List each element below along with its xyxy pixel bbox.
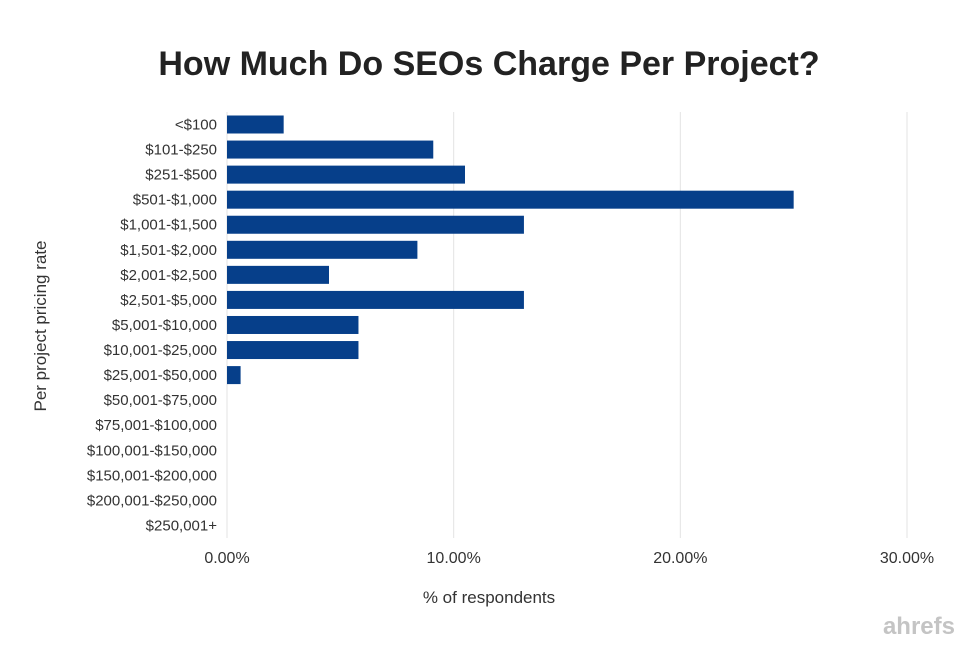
- y-tick-label: <$100: [175, 117, 217, 134]
- bar: [227, 315, 359, 334]
- bars: [227, 115, 794, 385]
- y-tick-label: $2,001-$2,500: [120, 267, 217, 284]
- y-axis-title: Per project pricing rate: [31, 240, 50, 411]
- y-tick-label: $100,001-$150,000: [87, 442, 217, 459]
- bar: [227, 265, 329, 284]
- bar: [227, 140, 434, 159]
- bar: [227, 240, 418, 259]
- y-tick-labels: <$100 $101-$250 $251-$500 $501-$1,000 $1,001…: [87, 117, 217, 535]
- y-tick-label: $1,001-$1,500: [120, 217, 217, 234]
- y-tick-label: $250,001+: [146, 517, 218, 534]
- bar: [227, 115, 284, 134]
- ahrefs-logo: ahrefs: [883, 613, 955, 640]
- x-axis-title: % of respondents: [423, 588, 555, 607]
- bar: [227, 341, 359, 360]
- x-tick-labels: 0.00% 10.00% 20.00% 30.00%: [204, 550, 934, 567]
- y-tick-label: $200,001-$250,000: [87, 492, 217, 509]
- y-tick-label: $150,001-$200,000: [87, 467, 217, 484]
- y-tick-label: $5,001-$10,000: [112, 317, 217, 334]
- bar: [227, 190, 794, 209]
- y-tick-label: $1,501-$2,000: [120, 242, 217, 259]
- x-tick-label: 30.00%: [880, 550, 934, 567]
- y-tick-label: $501-$1,000: [133, 192, 217, 209]
- y-tick-label: $25,001-$50,000: [104, 367, 217, 384]
- y-tick-label: $10,001-$25,000: [104, 342, 217, 359]
- y-tick-label: $50,001-$75,000: [104, 392, 217, 409]
- bar: [227, 366, 241, 385]
- y-tick-label: $251-$500: [145, 167, 217, 184]
- bar: [227, 165, 465, 184]
- y-tick-label: $75,001-$100,000: [95, 417, 217, 434]
- x-tick-label: 10.00%: [427, 550, 481, 567]
- x-tick-label: 0.00%: [204, 550, 249, 567]
- y-tick-label: $101-$250: [145, 142, 217, 159]
- y-tick-label: $2,501-$5,000: [120, 292, 217, 309]
- chart-title: How Much Do SEOs Charge Per Project?: [158, 45, 819, 83]
- bar: [227, 290, 524, 309]
- x-tick-label: 20.00%: [653, 550, 707, 567]
- bar: [227, 215, 524, 234]
